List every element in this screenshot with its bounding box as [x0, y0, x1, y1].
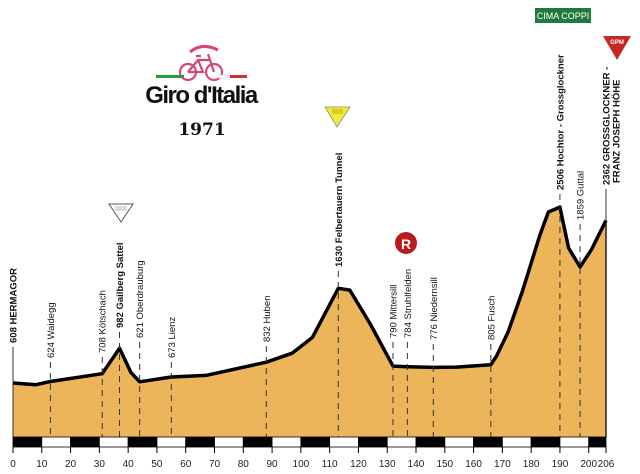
profile-line	[12, 205, 608, 387]
km-bar-segment	[41, 436, 71, 448]
x-tick-label: 50	[151, 459, 163, 470]
stop-label: 784 Struhlfelden	[403, 269, 414, 338]
x-tick-label: 150	[436, 459, 453, 470]
flag-white-stripe	[217, 74, 231, 79]
km-bar-segment	[530, 436, 561, 448]
stop-label: 2506 Hochtor - Grossglockner	[555, 54, 566, 190]
stop-label: 805 Fusch	[486, 296, 497, 340]
km-bar-segment	[444, 436, 474, 448]
x-tick-label: 140	[408, 459, 425, 470]
logo-brand: Giro d'Italia	[145, 82, 259, 109]
gpm-red-marker: GPM	[603, 36, 631, 60]
stop-label: 776 Niedernsill	[429, 277, 440, 340]
x-tick-label: 100	[293, 459, 310, 470]
x-tick-label: 30	[94, 459, 106, 470]
stop-label: 673 Lienz	[167, 317, 178, 358]
km-bar-segment	[473, 436, 503, 448]
x-tick-label: 60	[180, 459, 192, 470]
gpm-yellow-marker	[324, 106, 351, 128]
stop-label: 2362 GROSSGLOCKNER -	[602, 67, 613, 185]
km-bar-segment	[386, 436, 417, 448]
cima-coppi-badge: CIMA COPPI	[535, 8, 591, 23]
x-tick-label: 190	[552, 459, 569, 470]
logo-year: 1971	[178, 120, 225, 140]
x-tick-label: 170	[494, 459, 511, 470]
x-tick-label: 10	[36, 459, 48, 470]
x-tick-label: 200	[580, 459, 597, 470]
x-tick-label: 160	[465, 459, 482, 470]
flag-red-stripe	[230, 75, 247, 78]
feed-zone-label: R	[401, 236, 411, 252]
km-bar-segment	[12, 436, 43, 448]
km-bar-segment	[559, 436, 590, 448]
stop-label: 1630 Felbertauern Tunnel	[334, 153, 345, 267]
km-bar-segment	[415, 436, 446, 448]
x-tick-label: 110	[322, 459, 338, 470]
stop-label: 790 Mittersill	[388, 285, 399, 338]
stop-label: 608 HERMAGOR	[9, 268, 20, 343]
km-bar-segment	[242, 436, 273, 448]
stop-label: 708 Kötschach	[98, 290, 109, 353]
km-bar-segment	[185, 436, 215, 448]
giro-logo: Giro d'Italia 1971	[145, 45, 260, 140]
stop-label: 832 Huben	[262, 296, 273, 342]
stop-label: 982 Gailberg Sattel	[115, 242, 126, 328]
stop-label: 624 Waidegg	[46, 302, 57, 358]
x-tick-label: 130	[379, 459, 396, 470]
x-tick-label: 206	[598, 459, 615, 470]
km-bar-segment	[156, 436, 187, 448]
km-bar-segment	[271, 436, 302, 448]
gpm-white-marker	[108, 203, 134, 223]
km-bar-segment	[214, 436, 244, 448]
km-bar-segment	[98, 436, 129, 448]
gpm-label: GPM	[610, 40, 624, 46]
km-bar-segment	[70, 436, 100, 448]
cima-coppi-label: CIMA COPPI	[537, 11, 590, 21]
feed-zone-marker: R	[395, 232, 417, 254]
x-tick-label: 20	[65, 459, 77, 470]
x-tick-label: 40	[123, 459, 135, 470]
stop-label: 1859 Guttal	[576, 171, 587, 220]
flag-green-stripe	[156, 75, 184, 78]
stop-label-line2: FRANZ JOSEPH HÖHE	[612, 80, 623, 183]
km-bar-segment	[501, 436, 532, 448]
x-tick-label: 90	[267, 459, 279, 470]
x-tick-label: 180	[523, 459, 540, 470]
km-bar-segment	[300, 436, 331, 448]
km-bar-segment	[588, 436, 607, 448]
stop-label: 621 Oberdrauburg	[135, 260, 146, 338]
x-tick-label: 0	[10, 459, 16, 470]
x-tick-label: 80	[238, 459, 250, 470]
km-bar-segment	[127, 436, 158, 448]
km-bar-segment	[358, 436, 388, 448]
x-tick-label: 70	[209, 459, 221, 470]
x-tick-label: 120	[350, 459, 367, 470]
bicycle-icon	[178, 45, 224, 82]
km-bar-segment	[329, 436, 359, 448]
